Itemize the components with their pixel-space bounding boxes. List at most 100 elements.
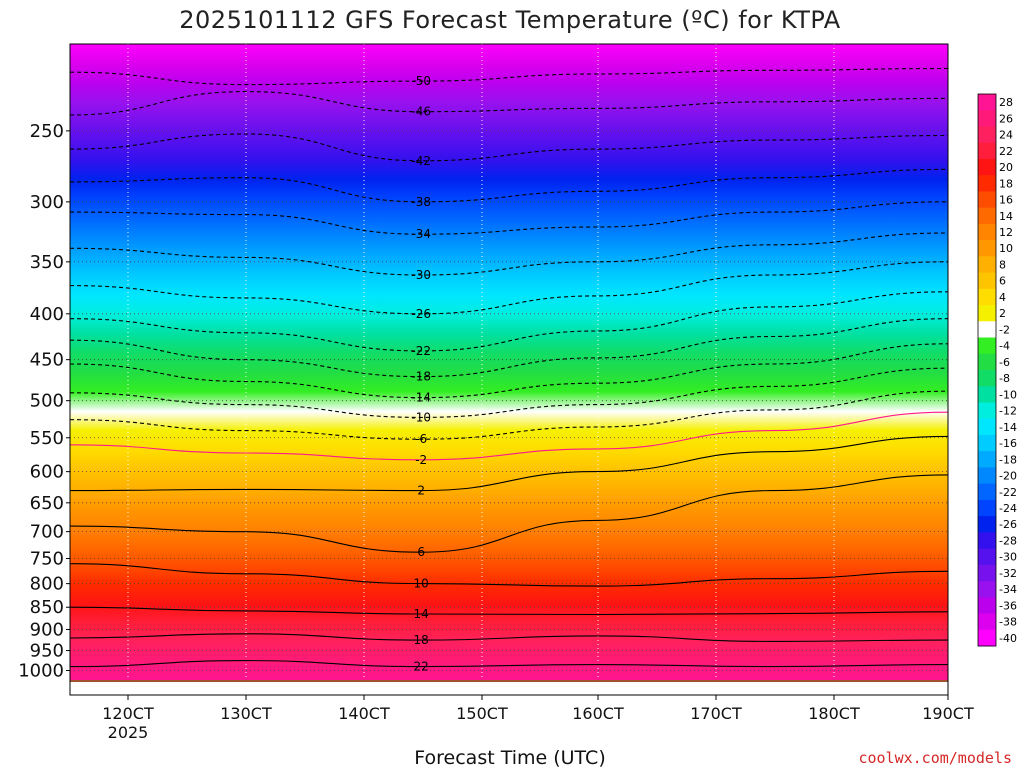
colorbar-cell (978, 175, 996, 192)
contour-label: -2 (415, 453, 427, 467)
footer-credit: coolwx.com/models (858, 749, 1012, 767)
colorbar-cell (978, 418, 996, 436)
colorbar-cell (978, 564, 996, 582)
x-tick-label: 170CT (690, 704, 742, 723)
colorbar-cell (978, 272, 996, 290)
colorbar-cell (978, 207, 996, 225)
colorbar-cell (978, 516, 996, 533)
colorbar-cell (978, 434, 996, 452)
x-tick-label: 150CT (456, 704, 508, 723)
plot-frame (69, 43, 949, 696)
colorbar-cell (978, 126, 996, 144)
y-tick-label: 350 (30, 252, 64, 273)
colorbar-cell (978, 532, 996, 550)
colorbar-label: 24 (999, 129, 1013, 142)
colorbar: 28 26 24 22 20 18 16 14 12 10 8 6 4 2 -2 -4 -6 -8 -10 -12 -1… (977, 93, 1017, 647)
colorbar-label: 10 (999, 242, 1013, 255)
contour-lines: -50-50-46-46-42-42-38-38-34-34-30-30-26-… (70, 67, 948, 674)
contour-label: 18 (414, 633, 429, 647)
chart-title: 2025101112 GFS Forecast Temperature (ºC)… (179, 6, 841, 34)
contour-line (70, 606, 948, 616)
x-axis-label: Forecast Time (UTC) (414, 747, 605, 768)
colorbar-label: 8 (999, 258, 1006, 271)
colorbar-cell (978, 191, 996, 209)
colorbar-cell (978, 158, 996, 176)
contour-label: -6 (415, 432, 427, 446)
contour-label: -14 (411, 391, 431, 405)
contour-label: 10 (414, 577, 429, 591)
colorbar-cell (978, 548, 996, 566)
contour-label: -34 (411, 227, 431, 241)
colorbar-label: -2 (999, 323, 1010, 336)
colorbar-cell (978, 110, 996, 127)
colorbar-label: -26 (999, 518, 1017, 531)
colorbar-label: 22 (999, 145, 1013, 158)
y-tick-label: 650 (30, 493, 64, 514)
colorbar-cell (978, 321, 996, 339)
contour-line (70, 563, 948, 587)
contour-label: 2 (417, 484, 425, 498)
colorbar-label: -28 (999, 534, 1017, 547)
colorbar-label: -24 (999, 502, 1017, 515)
y-tick-label: 300 (30, 192, 64, 213)
y-tick-label: 400 (30, 304, 64, 325)
contour-line (70, 390, 948, 440)
colorbar-label: 28 (999, 96, 1013, 109)
colorbar-cell (978, 613, 996, 631)
colorbar-label: -10 (999, 388, 1017, 401)
y-tick-label: 850 (30, 597, 64, 618)
colorbar-label: -14 (999, 421, 1017, 434)
y-tick-label: 250 (30, 121, 64, 142)
y-tick-label: 1000 (18, 660, 64, 681)
colorbar-label: -34 (999, 583, 1017, 596)
contour-label: -50 (411, 74, 431, 88)
contour-line (70, 67, 948, 86)
x-tick-label: 180CT (808, 704, 860, 723)
contour-label: 22 (414, 660, 429, 674)
colorbar-cell (978, 499, 996, 517)
colorbar-cell (978, 353, 996, 371)
colorbar-label: 12 (999, 226, 1013, 239)
colorbar-cell (978, 402, 996, 420)
colorbar-cell (978, 256, 996, 274)
colorbar-frame (977, 93, 997, 647)
colorbar-label: 20 (999, 161, 1013, 174)
contour-label: -38 (411, 195, 431, 209)
contour-label: -18 (411, 370, 431, 384)
contour-label: -10 (411, 410, 431, 424)
colorbar-cell (978, 386, 996, 403)
colorbar-label: -16 (999, 437, 1017, 450)
colorbar-cell (978, 142, 996, 160)
colorbar-cell (978, 483, 996, 501)
colorbar-cell (978, 223, 996, 241)
x-tick-label: 140CT (338, 704, 390, 723)
colorbar-cell (978, 370, 996, 387)
colorbar-label: -8 (999, 372, 1010, 385)
y-tick-label: 500 (30, 391, 64, 412)
colorbar-cell (978, 288, 996, 306)
colorbar-label: -20 (999, 470, 1017, 483)
colorbar-cell (978, 337, 996, 355)
y-tick-label: 450 (30, 350, 64, 371)
colorbar-label: -6 (999, 356, 1010, 369)
colorbar-label: 2 (999, 307, 1006, 320)
contour-label: 6 (417, 545, 425, 559)
y-axis: 2503003504004505005506006507007508008509… (18, 121, 70, 681)
contour-label: -42 (411, 154, 431, 168)
colorbar-label: -36 (999, 599, 1017, 612)
colorbar-label: 18 (999, 177, 1013, 190)
y-tick-label: 550 (30, 428, 64, 449)
colorbar-label: -38 (999, 616, 1017, 629)
y-tick-label: 950 (30, 641, 64, 662)
x-tick-label: 120CT (102, 704, 154, 723)
colorbar-label: 26 (999, 112, 1013, 125)
colorbar-label: -4 (999, 340, 1010, 353)
colorbar-label: -30 (999, 551, 1017, 564)
x-tick-label: 130CT (220, 704, 272, 723)
colorbar-label: 14 (999, 210, 1013, 223)
colorbar-label: -32 (999, 567, 1017, 580)
colorbar-cell (978, 581, 996, 598)
ground-strip (70, 680, 948, 682)
contour-line (70, 411, 948, 461)
